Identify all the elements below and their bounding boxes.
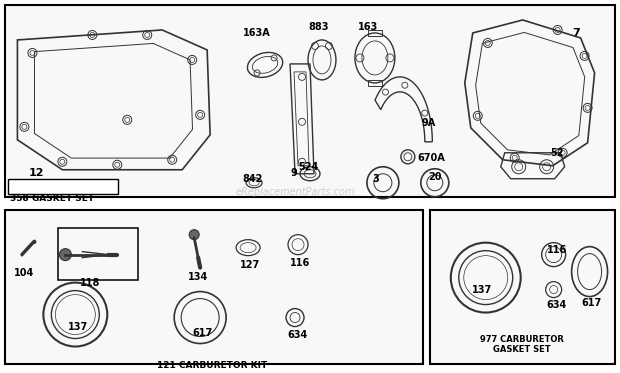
Text: 617: 617: [192, 327, 213, 338]
Text: 617: 617: [582, 298, 602, 308]
Text: 842: 842: [242, 174, 262, 184]
Text: 121 CARBURETOR KIT: 121 CARBURETOR KIT: [157, 361, 267, 370]
Text: 118: 118: [80, 278, 100, 288]
Text: 127: 127: [240, 260, 260, 270]
Text: 163: 163: [358, 22, 378, 32]
Text: 163A: 163A: [243, 28, 271, 38]
FancyBboxPatch shape: [9, 179, 118, 194]
Text: 670A: 670A: [418, 153, 446, 163]
Text: 20: 20: [428, 172, 441, 182]
Text: 137: 137: [472, 285, 492, 295]
Text: 634: 634: [287, 329, 308, 339]
FancyBboxPatch shape: [6, 210, 423, 364]
Text: 7: 7: [573, 28, 580, 38]
Text: 358 GASKET SET: 358 GASKET SET: [11, 194, 95, 203]
Circle shape: [60, 249, 71, 261]
Text: 9: 9: [290, 168, 297, 178]
Text: 137: 137: [68, 322, 89, 332]
Text: 134: 134: [188, 272, 208, 282]
Text: 977 CARBURETOR
GASKET SET: 977 CARBURETOR GASKET SET: [480, 335, 564, 354]
Text: 883: 883: [308, 22, 329, 32]
Text: 3: 3: [372, 174, 379, 184]
Text: 52: 52: [551, 148, 564, 158]
Text: 116: 116: [547, 245, 567, 255]
Circle shape: [189, 230, 199, 240]
FancyBboxPatch shape: [430, 210, 614, 364]
Text: 634: 634: [547, 300, 567, 310]
Text: 524: 524: [298, 162, 318, 172]
Text: 104: 104: [14, 267, 35, 278]
Text: 116: 116: [290, 258, 310, 268]
Text: eReplacementParts.com: eReplacementParts.com: [235, 187, 355, 197]
Text: 9A: 9A: [422, 118, 436, 128]
FancyBboxPatch shape: [6, 5, 614, 197]
Text: 12: 12: [29, 168, 44, 178]
